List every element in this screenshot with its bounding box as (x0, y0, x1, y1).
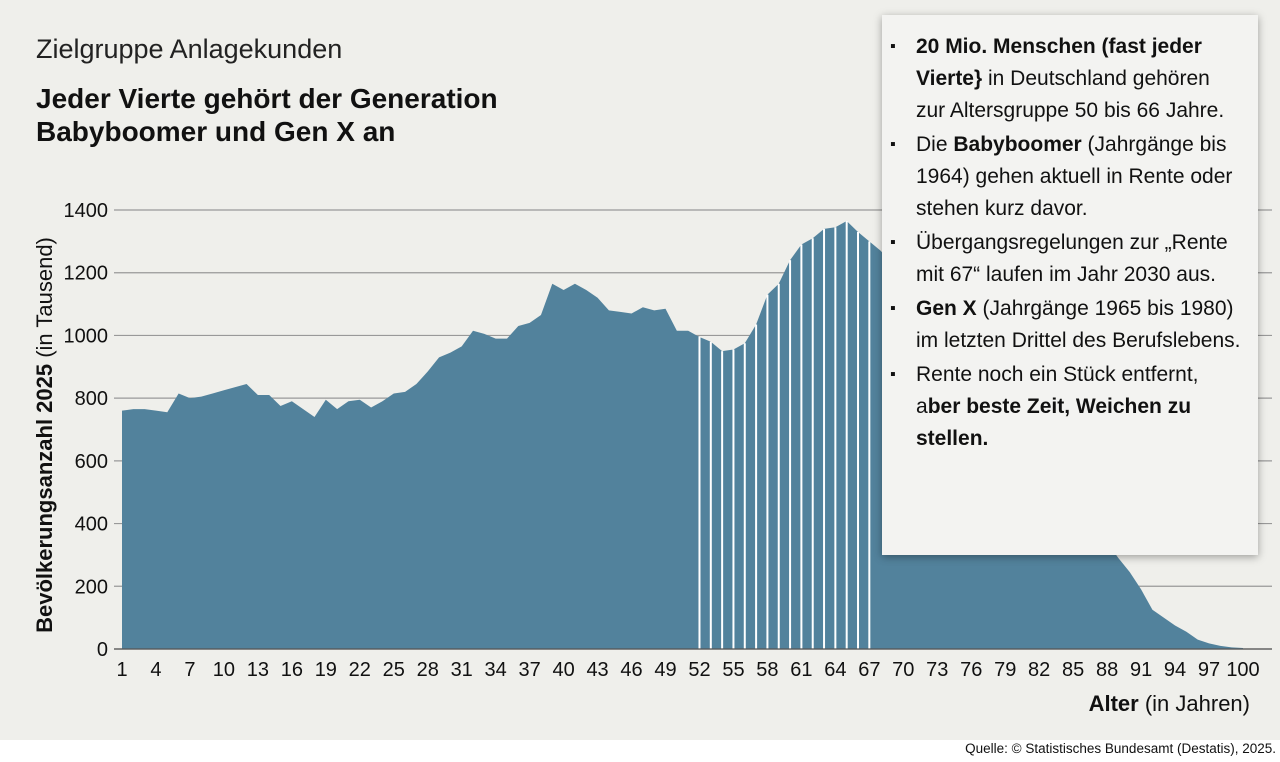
x-tick-label: 100 (1226, 659, 1259, 681)
y-axis-label-part: (in Tausend) (32, 237, 57, 364)
x-tick-label: 10 (213, 659, 235, 681)
x-tick-label: 76 (960, 659, 982, 681)
x-tick-label: 28 (417, 659, 439, 681)
x-tick-label: 79 (994, 659, 1016, 681)
x-tick-label: 85 (1062, 659, 1084, 681)
y-tick-label: 1200 (64, 263, 109, 285)
note: Die Babyboomer (Jahrgänge bis 1964) gehe… (890, 129, 1244, 225)
x-tick-label: 70 (892, 659, 914, 681)
x-axis-label: Alter (in Jahren) (1089, 691, 1250, 716)
x-tick-label: 46 (620, 659, 642, 681)
note-text: (Jahrgänge bis 1964) gehen aktuell in Re… (916, 133, 1239, 220)
x-tick-label: 22 (349, 659, 371, 681)
x-tick-label: 88 (1096, 659, 1118, 681)
note-text: ber beste Zeit, Weichen zu stellen. (916, 395, 1197, 450)
y-axis-label: Bevölkerungsanzahl 2025 (in Tausend) (32, 237, 57, 633)
note-text: Rente noch ein Stück entfernt, a (916, 363, 1205, 418)
x-tick-label: 16 (281, 659, 303, 681)
x-tick-label: 43 (586, 659, 608, 681)
note: Rente noch ein Stück entfernt, aber best… (890, 359, 1244, 455)
y-tick-label: 200 (75, 576, 108, 598)
x-tick-label: 94 (1164, 659, 1186, 681)
note-text: Gen X (916, 297, 977, 320)
x-tick-label: 13 (247, 659, 269, 681)
y-axis-label-part: Bevölkerungsanzahl 2025 (32, 364, 57, 633)
note-text: Die (916, 133, 954, 156)
y-tick-label: 1400 (64, 200, 109, 222)
note-text: in Deutschland gehören zur Altersgruppe … (916, 67, 1225, 122)
x-tick-label: 58 (756, 659, 778, 681)
x-tick-label: 7 (184, 659, 195, 681)
x-tick-label: 19 (315, 659, 337, 681)
x-tick-label: 34 (485, 659, 507, 681)
y-tick-label: 800 (75, 388, 108, 410)
x-tick-label: 1 (116, 659, 127, 681)
x-tick-label: 40 (552, 659, 574, 681)
x-tick-label: 73 (926, 659, 948, 681)
x-tick-label: 82 (1028, 659, 1050, 681)
info-box: 20 Mio. Menschen (fast jeder Vierte} in … (882, 15, 1258, 555)
note: 20 Mio. Menschen (fast jeder Vierte} in … (890, 31, 1244, 127)
x-tick-label: 52 (688, 659, 710, 681)
note-list: 20 Mio. Menschen (fast jeder Vierte} in … (890, 31, 1244, 455)
y-tick-label: 1000 (64, 325, 109, 347)
note: Gen X (Jahrgänge 1965 bis 1980) im letzt… (890, 293, 1244, 357)
y-tick-label: 600 (75, 451, 108, 473)
x-tick-label: 67 (858, 659, 880, 681)
x-tick-label: 61 (790, 659, 812, 681)
note-text: (Jahrgänge 1965 bis 1980) im letzten Dri… (916, 297, 1241, 352)
source: Quelle: © Statistisches Bundesamt (Desta… (965, 741, 1276, 756)
chart-title: Jeder Vierte gehört der Generation Babyb… (36, 83, 498, 147)
x-axis-label-part: Alter (1089, 691, 1140, 716)
note: Übergangsregelungen zur „Rente mit 67“ l… (890, 227, 1244, 291)
x-axis-label-part: (in Jahren) (1139, 691, 1250, 716)
y-tick-label: 0 (97, 639, 108, 661)
y-tick-label: 400 (75, 514, 108, 536)
x-tick-label: 97 (1198, 659, 1220, 681)
x-tick-label: 55 (722, 659, 744, 681)
x-tick-label: 49 (654, 659, 676, 681)
chart-subtitle: Zielgruppe Anlagekunden (36, 34, 343, 64)
note-text: Übergangsregelungen zur „Rente mit 67“ l… (916, 231, 1234, 286)
x-tick-label: 64 (824, 659, 846, 681)
x-tick-label: 25 (383, 659, 405, 681)
x-tick-label: 37 (519, 659, 541, 681)
x-tick-label: 4 (150, 659, 161, 681)
x-tick-label: 31 (451, 659, 473, 681)
x-tick-label: 91 (1130, 659, 1152, 681)
note-text: 20 Mio. Menschen (fast jeder Vierte} (916, 35, 1208, 90)
note-text: Babyboomer (953, 133, 1082, 156)
